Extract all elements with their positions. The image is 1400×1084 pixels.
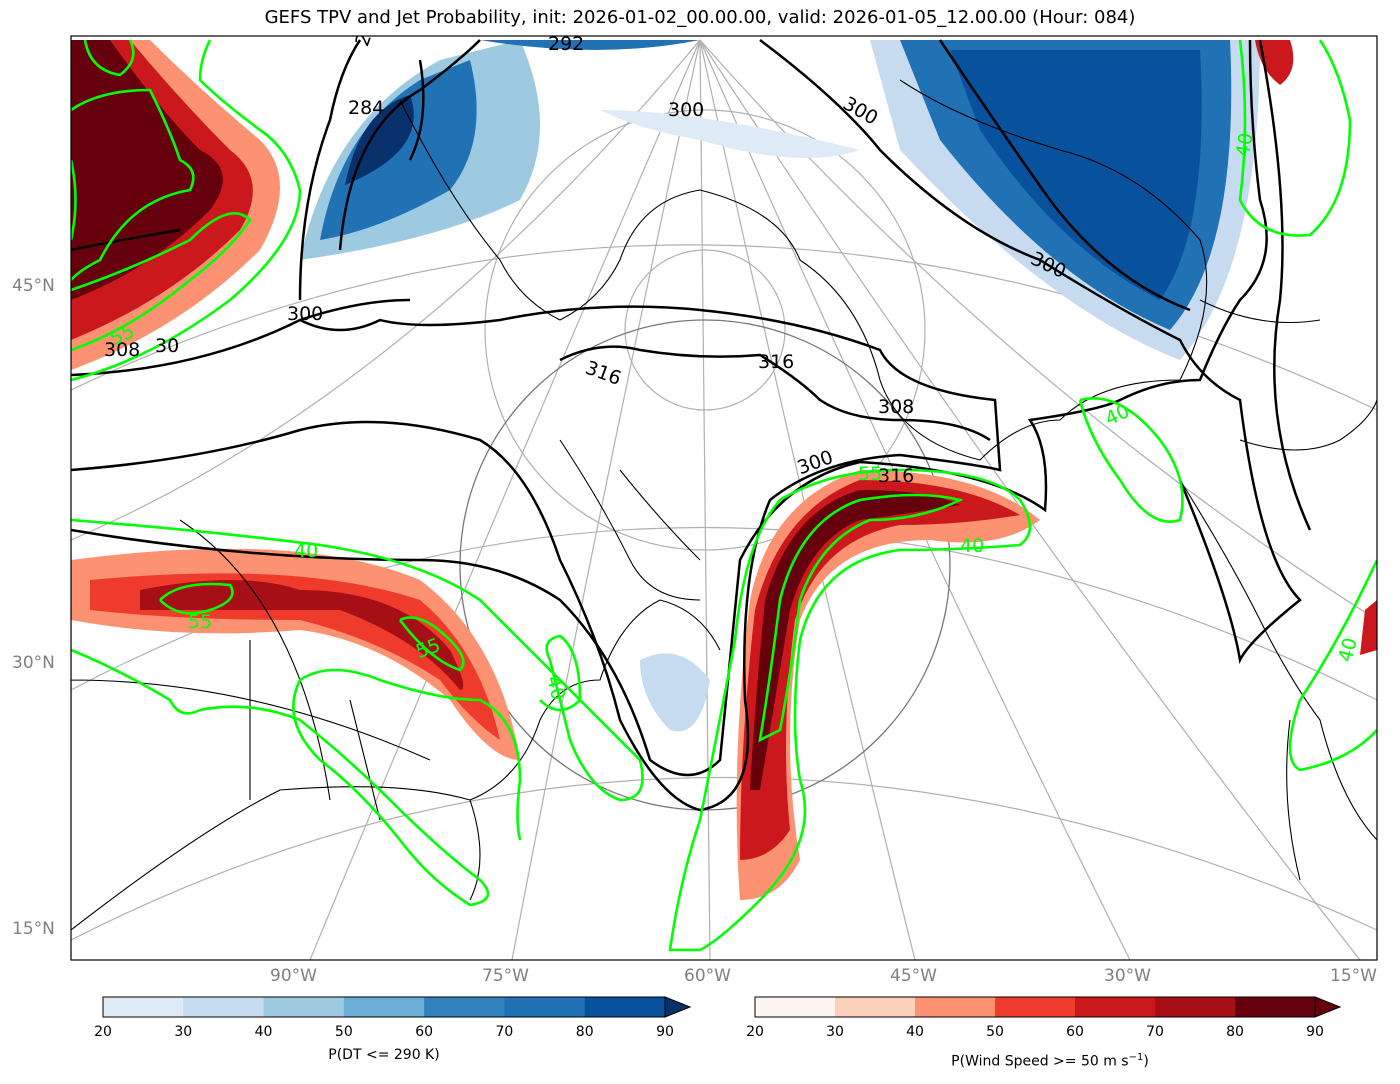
colorbar-left-segment (504, 997, 586, 1017)
colorbar-left-tick: 20 (94, 1024, 112, 1040)
jet-label: 40 (1232, 131, 1258, 159)
colorbar-right-segment (1155, 997, 1236, 1017)
colorbar-left-segment (343, 997, 425, 1017)
lon-label: 90°W (270, 966, 317, 986)
colorbar-left-tick: 40 (254, 1024, 273, 1040)
colorbar-left-tick: 30 (174, 1024, 193, 1040)
colorbar-left-tick: 60 (415, 1024, 434, 1040)
colorbar-right-tick: 90 (1306, 1024, 1324, 1040)
colorbar-left-segment (183, 997, 265, 1017)
colorbar-left-tick: 50 (334, 1024, 353, 1040)
map-title: GEFS TPV and Jet Probability, init: 2026… (264, 7, 1136, 28)
colorbar-left-tick: 70 (495, 1024, 514, 1040)
colorbar-left-segment (424, 997, 505, 1017)
colorbar-right-tick: 80 (1226, 1024, 1244, 1040)
lon-label: 30°W (1104, 966, 1151, 986)
colorbar-right-tick: 30 (826, 1024, 844, 1040)
colorbar-right-tick: 60 (1066, 1024, 1084, 1040)
colorbar-right-label: P(Wind Speed >= 50 m s−1) (951, 1052, 1149, 1070)
colorbar-right-segment (1235, 997, 1316, 1017)
lon-label: 75°W (482, 966, 529, 986)
theta-label: 308 (878, 396, 914, 418)
colorbar-right-segment (915, 997, 996, 1017)
colorbar-left (102, 996, 692, 1018)
map-area: 292 284 300 300 300 300 308 30 316 316 3… (71, 33, 1377, 960)
colorbar-right-segment (1075, 997, 1156, 1017)
colorbar-left-label: P(DT <= 290 K) (328, 1047, 440, 1063)
theta-label: 316 (758, 351, 794, 373)
tpv-probability-fill (300, 40, 1260, 732)
jet-contours (71, 39, 1377, 952)
jet-label: 40 (294, 540, 318, 562)
lat-label: 15°N (12, 919, 55, 939)
colorbar-right-segment (755, 997, 836, 1017)
colorbar-right-tick: 20 (746, 1024, 764, 1040)
jet-label: 55 (188, 611, 212, 633)
lat-label: 30°N (12, 653, 55, 673)
colorbar-right-tick: 70 (1146, 1024, 1164, 1040)
colorbar-right-segment (835, 997, 916, 1017)
lon-label: 15°W (1330, 966, 1377, 986)
theta-label: 292 (548, 33, 584, 55)
colorbar-right-segment (995, 997, 1076, 1017)
map-frame (70, 35, 1378, 961)
colorbar-left-tick: 90 (656, 1024, 674, 1040)
lon-label: 45°W (890, 966, 937, 986)
theta-label: 30 (155, 335, 179, 357)
theta-label: 308 (104, 339, 140, 361)
lat-label: 45°N (12, 276, 55, 296)
colorbar-right (754, 996, 1342, 1018)
colorbar-left-segment (263, 997, 345, 1017)
jet-label: 55 (858, 463, 882, 485)
colorbar-right-tick: 50 (986, 1024, 1004, 1040)
theta-label: 300 (668, 99, 704, 121)
jet-label: 40 (960, 535, 984, 557)
theta-contours (71, 39, 1312, 812)
colorbar-left-tick: 80 (575, 1024, 594, 1040)
colorbar-left-segment (103, 997, 184, 1017)
colorbar-left-segment (584, 997, 666, 1017)
theta-label: 300 (287, 303, 323, 325)
colorbar-right-tick: 40 (906, 1024, 924, 1040)
lon-label: 60°W (684, 966, 731, 986)
theta-label: 284 (348, 97, 384, 119)
theta-label: 316 (878, 465, 914, 487)
